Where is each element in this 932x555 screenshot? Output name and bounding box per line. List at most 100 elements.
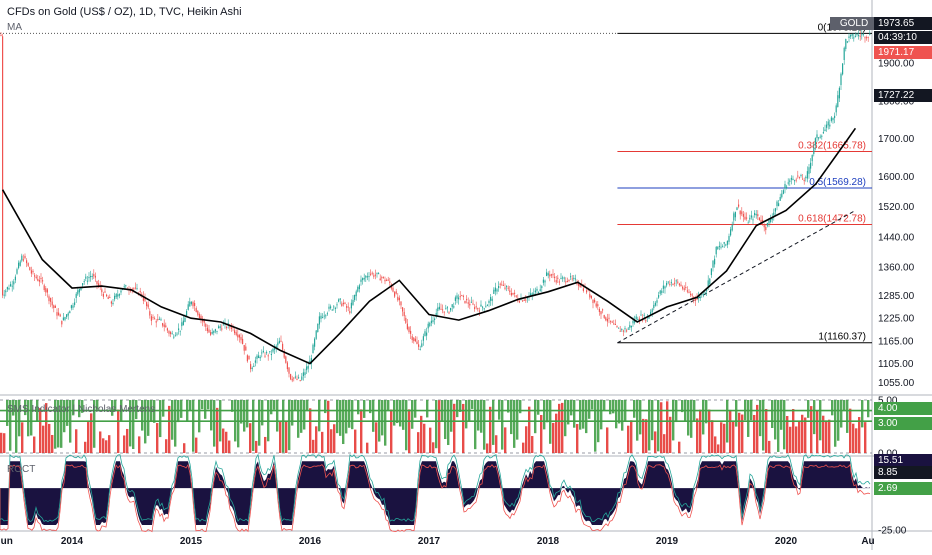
candle-body bbox=[603, 315, 605, 318]
candle-body bbox=[773, 212, 775, 216]
candle-body bbox=[317, 324, 319, 333]
roct-trigger-line bbox=[0, 463, 871, 533]
sms-bar bbox=[246, 400, 249, 428]
candle-body bbox=[525, 299, 527, 301]
candle-body bbox=[150, 316, 152, 321]
sms-bar bbox=[42, 425, 45, 453]
candle-body bbox=[733, 213, 735, 221]
sms-bar bbox=[558, 403, 561, 453]
candle-body bbox=[165, 325, 167, 328]
candle-body bbox=[848, 36, 850, 38]
sms-bar bbox=[72, 400, 75, 416]
candle-body bbox=[302, 372, 304, 377]
candle-body bbox=[805, 177, 807, 179]
sms-bar bbox=[840, 400, 843, 428]
sms-bar bbox=[747, 400, 750, 437]
candle-body bbox=[589, 294, 591, 298]
candle-body bbox=[320, 315, 322, 319]
candle-body bbox=[16, 269, 18, 274]
candle-body bbox=[326, 313, 328, 315]
sms-bar bbox=[501, 400, 504, 450]
candle-body bbox=[582, 288, 584, 291]
ma-indicator-label[interactable]: MA bbox=[7, 22, 22, 33]
candle-body bbox=[394, 292, 396, 297]
sms-bar bbox=[783, 400, 786, 450]
sms-bar bbox=[84, 441, 87, 453]
candle-body bbox=[600, 311, 602, 315]
candle-body bbox=[365, 275, 367, 278]
candle-body bbox=[784, 184, 786, 189]
candle-body bbox=[514, 292, 516, 294]
candle-body bbox=[712, 260, 714, 268]
candle-body bbox=[563, 277, 565, 279]
candle-body bbox=[51, 301, 53, 306]
candle-body bbox=[102, 293, 104, 297]
candle-body bbox=[184, 317, 186, 322]
sms-bar bbox=[489, 406, 492, 453]
sms-bar bbox=[567, 400, 570, 425]
candle-body bbox=[278, 340, 280, 344]
candle-body bbox=[707, 280, 709, 288]
candle-body bbox=[507, 287, 509, 289]
bid-price-badge: 1971.17 bbox=[874, 46, 932, 59]
sms-bar bbox=[666, 401, 669, 453]
candle-body bbox=[285, 356, 287, 363]
y-tick-label: 1105.00 bbox=[878, 359, 914, 370]
sms-bar bbox=[681, 400, 684, 413]
sms-bar bbox=[192, 400, 195, 452]
candle-body bbox=[502, 284, 504, 286]
sms-pane-title[interactable]: SMS Indicator | Nicholas Mertens bbox=[7, 404, 156, 415]
candle-body bbox=[523, 299, 525, 301]
candle-body bbox=[432, 320, 434, 322]
sms-bar bbox=[486, 443, 489, 453]
candle-body bbox=[430, 320, 432, 324]
candle-body bbox=[544, 280, 546, 283]
candle-body bbox=[506, 286, 508, 288]
sms-bar bbox=[228, 440, 231, 453]
sms-bar bbox=[57, 400, 60, 448]
sms-bar bbox=[168, 405, 171, 453]
candle-body bbox=[562, 277, 564, 279]
candle-body bbox=[723, 242, 725, 244]
sms-bar bbox=[654, 431, 657, 453]
sms-bar bbox=[534, 400, 537, 434]
candle-body bbox=[629, 325, 631, 328]
sms-bar bbox=[282, 400, 285, 453]
candle-body bbox=[501, 284, 503, 286]
sms-bar bbox=[117, 409, 120, 453]
candle-body bbox=[586, 290, 588, 293]
x-tick-label: 2015 bbox=[180, 536, 203, 547]
candle-body bbox=[640, 314, 642, 316]
sms-tick-label: 5.00 bbox=[878, 396, 898, 407]
sms-lower-badge: 3.00 bbox=[874, 417, 932, 430]
sms-bar bbox=[174, 400, 177, 447]
candle-body bbox=[258, 355, 260, 358]
candle-body bbox=[685, 287, 687, 289]
candle-body bbox=[590, 295, 592, 299]
candle-body bbox=[70, 305, 72, 309]
candle-body bbox=[218, 326, 220, 329]
sms-bar bbox=[222, 428, 225, 453]
sms-bar bbox=[201, 400, 204, 410]
roct-pane-title[interactable]: ROCT bbox=[7, 464, 36, 475]
candle-body bbox=[851, 33, 853, 36]
candle-body bbox=[437, 307, 439, 311]
sms-bar bbox=[216, 407, 219, 453]
sms-bar bbox=[786, 416, 789, 453]
candle-body bbox=[8, 288, 10, 290]
candle-body bbox=[219, 326, 221, 328]
candle-body bbox=[418, 344, 420, 347]
candle-body bbox=[347, 306, 349, 308]
sms-bar bbox=[342, 400, 345, 445]
candle-body bbox=[408, 327, 410, 333]
candle-body bbox=[704, 292, 706, 294]
sms-bar bbox=[183, 443, 186, 453]
candle-body bbox=[645, 319, 647, 322]
sms-bar bbox=[135, 400, 138, 420]
candle-body bbox=[781, 193, 783, 198]
sms-bar bbox=[579, 400, 582, 430]
candle-body bbox=[690, 293, 692, 296]
candle-body bbox=[474, 307, 476, 309]
